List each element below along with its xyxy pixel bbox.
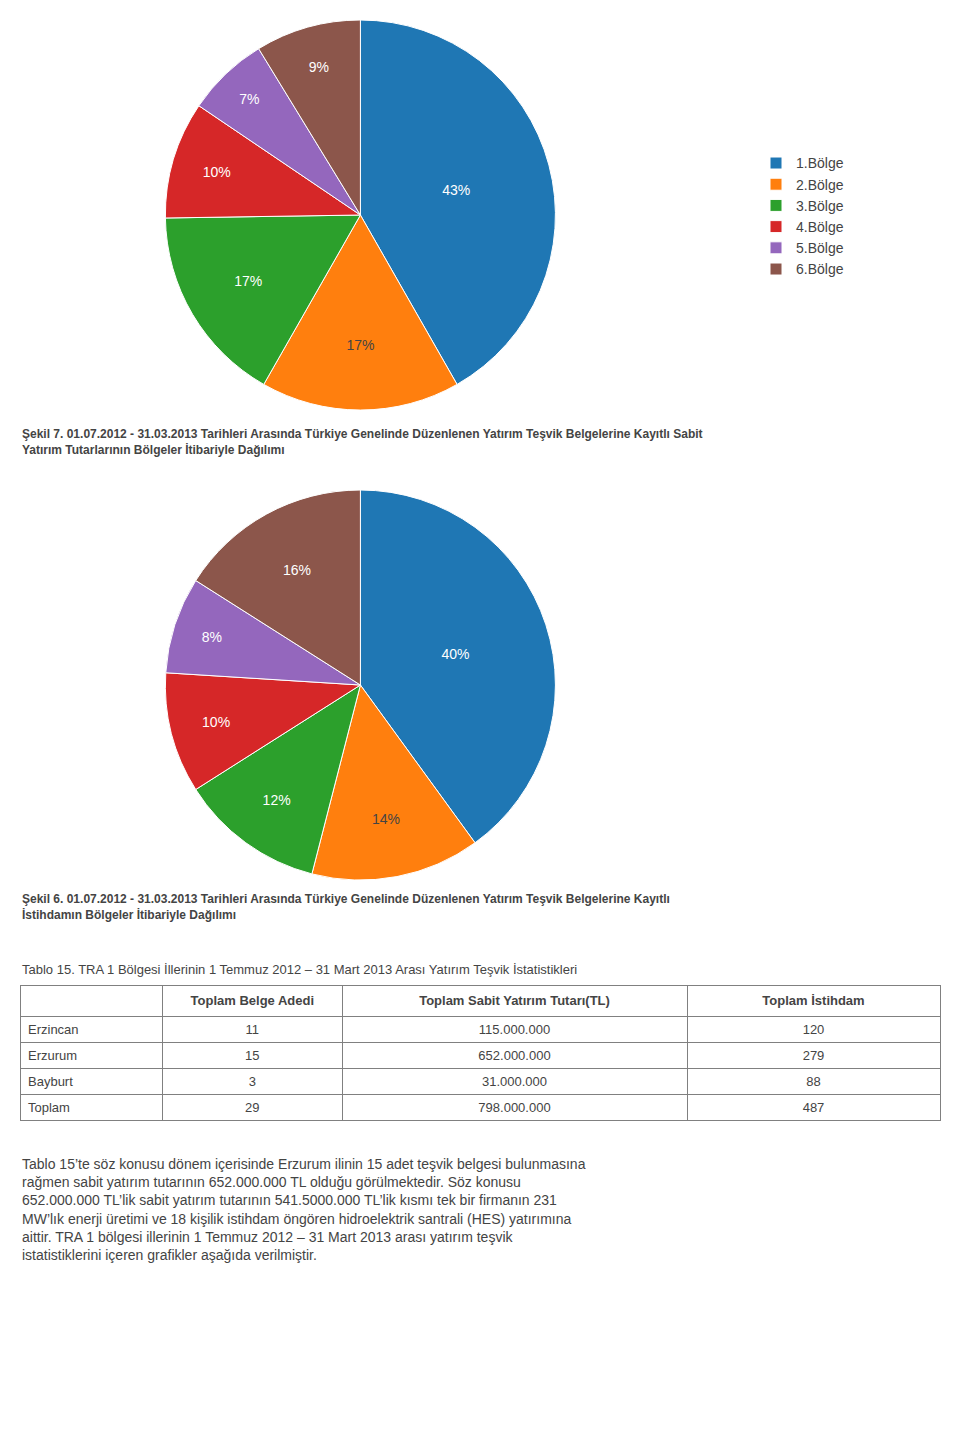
svg-text:88: 88 [806,1074,820,1089]
svg-text:Toplam İstihdam: Toplam İstihdam [762,993,864,1008]
svg-text:29: 29 [245,1100,259,1115]
svg-text:6.Bölge: 6.Bölge [796,261,844,277]
svg-text:40%: 40% [441,646,469,662]
svg-text:3.Bölge: 3.Bölge [796,198,844,214]
svg-text:Tablo 15. TRA 1 Bölgesi İlleri: Tablo 15. TRA 1 Bölgesi İllerinin 1 Temm… [22,962,577,977]
svg-text:120: 120 [803,1022,825,1037]
svg-text:31.000.000: 31.000.000 [482,1074,547,1089]
svg-text:Tablo 15’te söz konusu dönem i: Tablo 15’te söz konusu dönem içerisinde … [22,1156,586,1263]
svg-text:115.000.000: 115.000.000 [479,1022,550,1037]
svg-text:Erzincan: Erzincan [28,1022,79,1037]
svg-text:Bayburt: Bayburt [28,1074,73,1089]
svg-text:17%: 17% [346,337,374,353]
svg-text:652.000.000: 652.000.000 [478,1048,550,1063]
svg-text:17%: 17% [234,273,262,289]
svg-text:43%: 43% [442,182,470,198]
svg-text:3: 3 [249,1074,256,1089]
svg-text:14%: 14% [372,811,400,827]
svg-text:Toplam Belge Adedi: Toplam Belge Adedi [191,993,315,1008]
svg-text:8%: 8% [202,629,222,645]
svg-text:Toplam: Toplam [28,1100,70,1115]
svg-text:487: 487 [803,1100,825,1115]
svg-text:15: 15 [245,1048,259,1063]
svg-text:4.Bölge: 4.Bölge [796,219,844,235]
svg-text:11: 11 [246,1022,259,1037]
svg-text:5.Bölge: 5.Bölge [796,240,844,256]
svg-text:Toplam Sabit Yatırım Tutarı(TL: Toplam Sabit Yatırım Tutarı(TL) [419,993,610,1008]
svg-text:798.000.000: 798.000.000 [478,1100,550,1115]
svg-text:12%: 12% [263,792,291,808]
svg-text:7%: 7% [239,91,259,107]
svg-text:279: 279 [803,1048,825,1063]
svg-text:Şekil 6. 01.07.2012 - 31.03.20: Şekil 6. 01.07.2012 - 31.03.2013 Tarihle… [22,892,670,922]
svg-text:10%: 10% [202,714,230,730]
svg-text:Erzurum: Erzurum [28,1048,77,1063]
svg-text:1.Bölge: 1.Bölge [796,155,844,171]
svg-text:Şekil 7. 01.07.2012 - 31.03.20: Şekil 7. 01.07.2012 - 31.03.2013 Tarihle… [22,427,703,457]
svg-text:9%: 9% [309,59,329,75]
svg-text:10%: 10% [203,164,231,180]
svg-text:16%: 16% [283,562,311,578]
svg-text:2.Bölge: 2.Bölge [796,177,844,193]
